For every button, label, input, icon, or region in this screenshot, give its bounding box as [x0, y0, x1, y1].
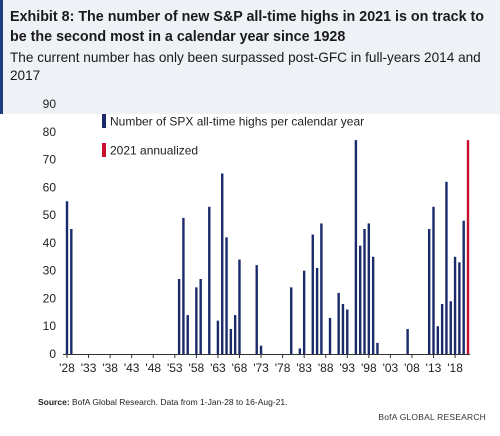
legend: Number of SPX all-time highs per calenda…	[102, 114, 364, 158]
y-tick-label: 70	[43, 153, 57, 167]
bar-all-time-highs-2012	[427, 229, 431, 354]
exhibit-subtitle: The current number has only been surpass…	[10, 50, 481, 83]
bar-all-time-highs-1972	[255, 265, 258, 354]
y-tick-label: 0	[49, 347, 56, 361]
bar-all-time-highs-1995	[354, 140, 358, 354]
bar-all-time-highs-1928	[65, 201, 69, 354]
x-tick-label: '18	[447, 361, 463, 375]
bar-all-time-highs-1996	[359, 245, 362, 354]
legend-label-all-time-highs: Number of SPX all-time highs per calenda…	[110, 115, 364, 129]
y-tick-label: 50	[43, 208, 57, 222]
x-tick-label: '68	[232, 361, 248, 375]
x-tick-label: '93	[339, 361, 355, 375]
source-text: BofA Global Research. Data from 1-Jan-28…	[69, 397, 288, 407]
x-tick-label: '28	[59, 361, 75, 375]
bar-all-time-highs-2019	[458, 262, 461, 354]
y-tick-label: 30	[43, 264, 57, 278]
x-tick-label: '13	[426, 361, 442, 375]
x-tick-label: '58	[189, 361, 205, 375]
x-tick-label: '03	[383, 361, 399, 375]
bar-all-time-highs-2016	[445, 181, 448, 354]
bar-all-time-highs-2020	[462, 220, 465, 354]
bar-all-time-highs-1993	[346, 309, 349, 354]
bar-all-time-highs-1959	[199, 279, 202, 354]
bar-all-time-highs-1997	[363, 229, 366, 354]
bar-all-time-highs-1958	[195, 287, 198, 354]
x-tick-label: '48	[145, 361, 161, 375]
x-tick-label: '08	[404, 361, 420, 375]
bar-all-time-highs-1991	[337, 292, 340, 354]
x-tick-label: '43	[124, 361, 140, 375]
bar-all-time-highs-1967	[233, 315, 237, 354]
x-tick-label: '78	[275, 361, 291, 375]
bar-all-time-highs-1987	[320, 223, 323, 354]
legend-swatch-all-time-highs	[102, 114, 106, 128]
y-axis: 0 10 20 30 40 50 60 70 80 90	[43, 97, 57, 361]
bar-all-time-highs-1929	[70, 229, 73, 354]
y-tick-label: 40	[43, 236, 57, 250]
bar-all-time-highs-2015	[440, 304, 444, 354]
y-tick-label: 90	[43, 97, 57, 111]
bar-all-time-highs-1965	[225, 237, 228, 354]
bar-all-time-highs-1983	[302, 270, 306, 354]
x-tick-label: '88	[318, 361, 334, 375]
bars-group	[65, 140, 470, 354]
bar-2021-annualized	[466, 140, 470, 354]
bar-all-time-highs-1980	[290, 287, 293, 354]
x-tick-label: '73	[253, 361, 269, 375]
bar-all-time-highs-1973	[259, 345, 263, 354]
y-tick-label: 80	[43, 125, 57, 139]
bar-all-time-highs-1968	[238, 259, 241, 354]
bar-all-time-highs-1998	[367, 223, 371, 354]
x-axis: '28 '33 '38 '43 '48 '53 '58 '63 '68 '73 '78 '83 '88 '…	[59, 354, 463, 375]
x-tick-label: '63	[210, 361, 226, 375]
brand-footer: BofA GLOBAL RESEARCH	[378, 412, 486, 422]
bar-all-time-highs-1964	[221, 173, 224, 354]
bar-all-time-highs-2018	[453, 256, 457, 354]
bar-all-time-highs-1989	[328, 317, 332, 354]
header-panel	[0, 0, 500, 114]
x-tick-label: '83	[296, 361, 312, 375]
bar-all-time-highs-1966	[229, 329, 233, 354]
source-label: Source:	[38, 397, 70, 407]
bar-all-time-highs-2017	[449, 301, 452, 354]
bar-all-time-highs-2013	[432, 206, 435, 354]
legend-label-2021-annualized: 2021 annualized	[110, 144, 198, 158]
x-tick-label: '98	[361, 361, 377, 375]
bar-all-time-highs-1954	[177, 279, 181, 354]
bar-all-time-highs-1999	[371, 256, 375, 354]
bar-all-time-highs-2014	[436, 326, 440, 354]
bar-all-time-highs-2007	[406, 329, 409, 354]
bar-all-time-highs-1963	[216, 320, 220, 354]
y-tick-label: 60	[43, 180, 57, 194]
source-note: Source: BofA Global Research. Data from …	[38, 397, 287, 407]
bar-all-time-highs-2000	[376, 342, 379, 354]
x-tick-label: '33	[81, 361, 97, 375]
x-tick-label: '38	[102, 361, 118, 375]
y-tick-label: 20	[43, 291, 57, 305]
header-accent-bar	[0, 0, 3, 114]
bar-all-time-highs-1985	[311, 234, 314, 354]
exhibit-title: Exhibit 8: The number of new S&P all-tim…	[10, 9, 485, 45]
legend-swatch-2021-annualized	[102, 143, 106, 157]
bar-all-time-highs-1986	[315, 267, 319, 354]
bar-all-time-highs-1992	[341, 304, 345, 354]
y-tick-label: 10	[43, 319, 57, 333]
bar-all-time-highs-1955	[182, 217, 185, 354]
x-tick-label: '53	[167, 361, 183, 375]
bar-all-time-highs-1956	[186, 315, 189, 354]
bar-all-time-highs-1982	[298, 348, 302, 354]
bar-all-time-highs-1961	[208, 206, 211, 354]
